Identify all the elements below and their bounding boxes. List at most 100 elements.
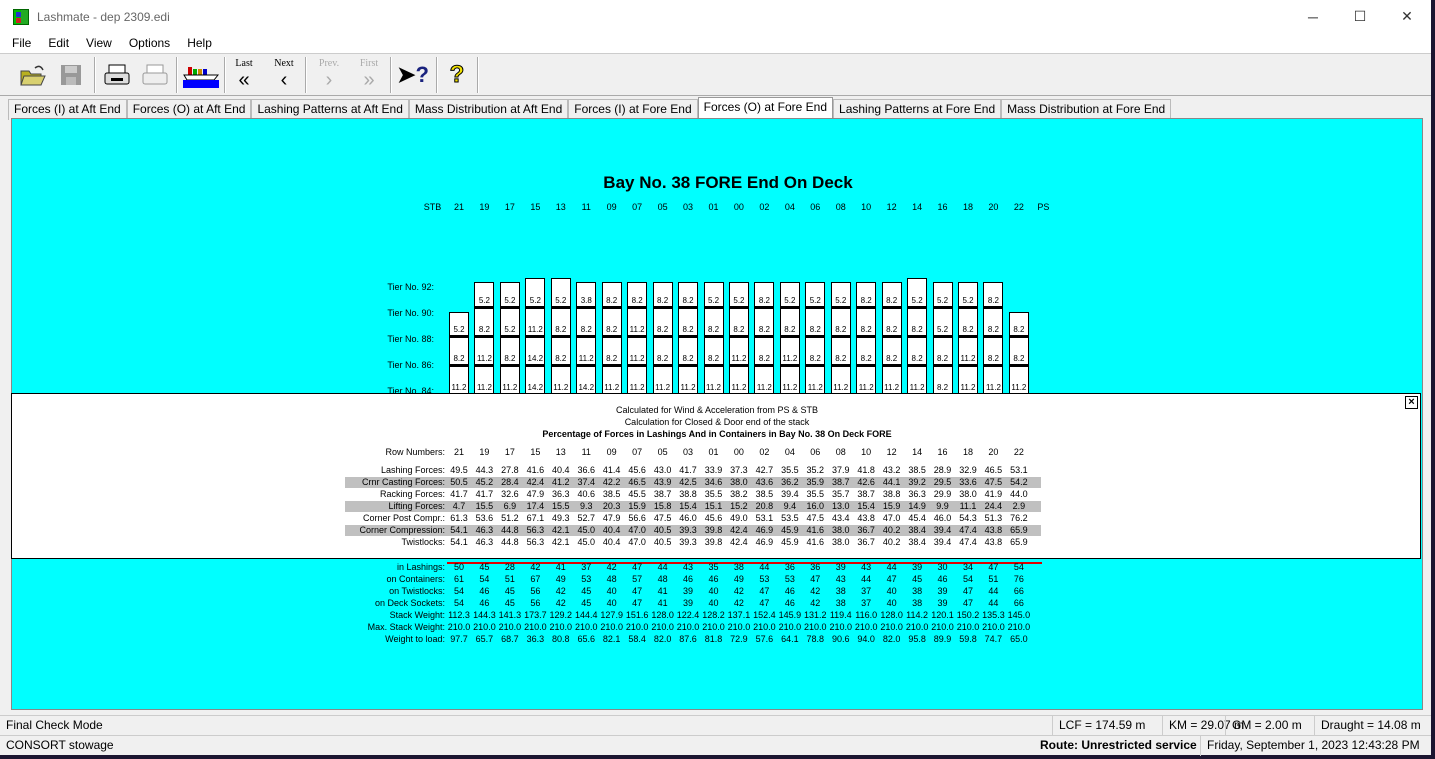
container-box[interactable]: 11.2 [576,337,597,367]
container-box[interactable]: 11.2 [474,366,495,396]
container-box[interactable]: 8.2 [652,282,673,309]
menu-help[interactable]: Help [187,36,212,50]
container-box[interactable]: 11.2 [805,366,826,396]
minimize-button[interactable]: ─ [1308,8,1318,25]
container-box[interactable]: 8.2 [881,282,902,309]
container-box[interactable]: 8.2 [474,308,495,338]
container-box[interactable]: 11.2 [958,366,978,396]
container-box[interactable]: 5.2 [958,282,978,309]
container-box[interactable]: 8.2 [627,282,648,309]
container-box[interactable]: 11.2 [1008,366,1029,396]
last-button[interactable]: Last « [230,58,258,92]
container-box[interactable]: 11.2 [779,337,800,367]
container-box[interactable]: 5.2 [728,282,749,309]
menu-view[interactable]: View [86,36,112,50]
container-box[interactable]: 11.2 [627,366,648,396]
tab-2[interactable]: Forces (O) at Aft End [126,99,252,120]
container-box[interactable]: 8.2 [907,308,928,338]
container-box[interactable]: 5.2 [499,308,520,338]
container-box[interactable]: 8.2 [881,308,902,338]
print-preview-button[interactable] [140,58,170,92]
container-box[interactable]: 11.2 [856,366,877,396]
container-box[interactable]: 8.2 [1008,312,1029,338]
container-box[interactable]: 3.8 [576,282,597,309]
container-box[interactable]: 5.2 [703,282,724,309]
container-box[interactable]: 5.2 [805,282,826,309]
container-box[interactable]: 8.2 [652,337,673,367]
ship-button[interactable] [182,58,220,92]
container-box[interactable]: 11.2 [627,337,648,367]
container-box[interactable]: 8.2 [932,366,953,396]
container-box[interactable]: 8.2 [830,308,851,338]
open-button[interactable] [18,58,48,92]
container-box[interactable]: 8.2 [576,308,597,338]
container-box[interactable]: 11.2 [449,366,469,396]
print-button[interactable] [102,58,132,92]
container-box[interactable]: 11.2 [881,366,902,396]
container-box[interactable]: 8.2 [881,337,902,367]
container-box[interactable]: 11.2 [907,366,928,396]
container-box[interactable]: 5.2 [474,282,495,309]
container-box[interactable]: 5.2 [907,278,928,309]
container-box[interactable]: 11.2 [728,366,749,396]
menu-file[interactable]: File [12,36,32,50]
tab-7[interactable]: Lashing Patterns at Fore End [833,99,1002,120]
container-box[interactable]: 8.2 [652,308,673,338]
container-box[interactable]: 8.2 [856,337,877,367]
container-box[interactable]: 5.2 [449,312,469,338]
container-box[interactable]: 8.2 [983,282,1004,309]
container-box[interactable]: 8.2 [703,308,724,338]
container-box[interactable]: 8.2 [958,308,978,338]
container-box[interactable]: 8.2 [678,308,699,338]
container-box[interactable]: 8.2 [678,337,699,367]
container-box[interactable]: 8.2 [754,337,775,367]
menu-options[interactable]: Options [128,36,171,50]
whats-this-button[interactable]: ➤? [397,58,429,92]
container-box[interactable]: 11.2 [703,366,724,396]
container-box[interactable]: 8.2 [805,337,826,367]
container-box[interactable]: 8.2 [703,337,724,367]
container-box[interactable]: 8.2 [856,282,877,309]
container-box[interactable]: 8.2 [550,308,571,338]
help-button[interactable]: ? [444,58,470,92]
container-box[interactable]: 11.2 [601,366,622,396]
container-box[interactable]: 11.2 [525,308,546,338]
menu-edit[interactable]: Edit [48,36,70,50]
container-box[interactable]: 11.2 [830,366,851,396]
container-box[interactable]: 11.2 [678,366,699,396]
container-box[interactable]: 8.2 [932,337,953,367]
next-button[interactable]: Next ‹ [270,58,298,92]
container-box[interactable]: 8.2 [907,337,928,367]
tab-1[interactable]: Forces (I) at Aft End [8,99,127,120]
container-box[interactable]: 11.2 [499,366,520,396]
container-box[interactable]: 14.2 [525,366,546,396]
container-box[interactable]: 5.2 [499,282,520,309]
container-box[interactable]: 8.2 [983,308,1004,338]
container-box[interactable]: 8.2 [728,308,749,338]
first-button[interactable]: First» [354,58,384,92]
container-box[interactable]: 8.2 [856,308,877,338]
container-box[interactable]: 11.2 [983,366,1004,396]
container-box[interactable]: 11.2 [474,337,495,367]
container-box[interactable]: 8.2 [499,337,520,367]
container-box[interactable]: 14.2 [525,337,546,367]
close-button[interactable]: ✕ [1401,8,1413,24]
container-box[interactable]: 5.2 [525,278,546,309]
container-box[interactable]: 8.2 [805,308,826,338]
container-box[interactable]: 8.2 [754,308,775,338]
container-box[interactable]: 8.2 [678,282,699,309]
container-box[interactable]: 8.2 [601,282,622,309]
container-box[interactable]: 8.2 [754,282,775,309]
container-box[interactable]: 11.2 [779,366,800,396]
container-box[interactable]: 5.2 [932,308,953,338]
container-box[interactable]: 8.2 [601,308,622,338]
container-box[interactable]: 5.2 [830,282,851,309]
container-box[interactable]: 14.2 [576,366,597,396]
tab-4[interactable]: Mass Distribution at Aft End [408,99,569,120]
container-box[interactable]: 8.2 [550,337,571,367]
container-box[interactable]: 11.2 [754,366,775,396]
tab-5[interactable]: Forces (I) at Fore End [568,99,698,120]
tab-6[interactable]: Forces (O) at Fore End [697,97,834,119]
container-box[interactable]: 8.2 [601,337,622,367]
container-box[interactable]: 11.2 [728,337,749,367]
